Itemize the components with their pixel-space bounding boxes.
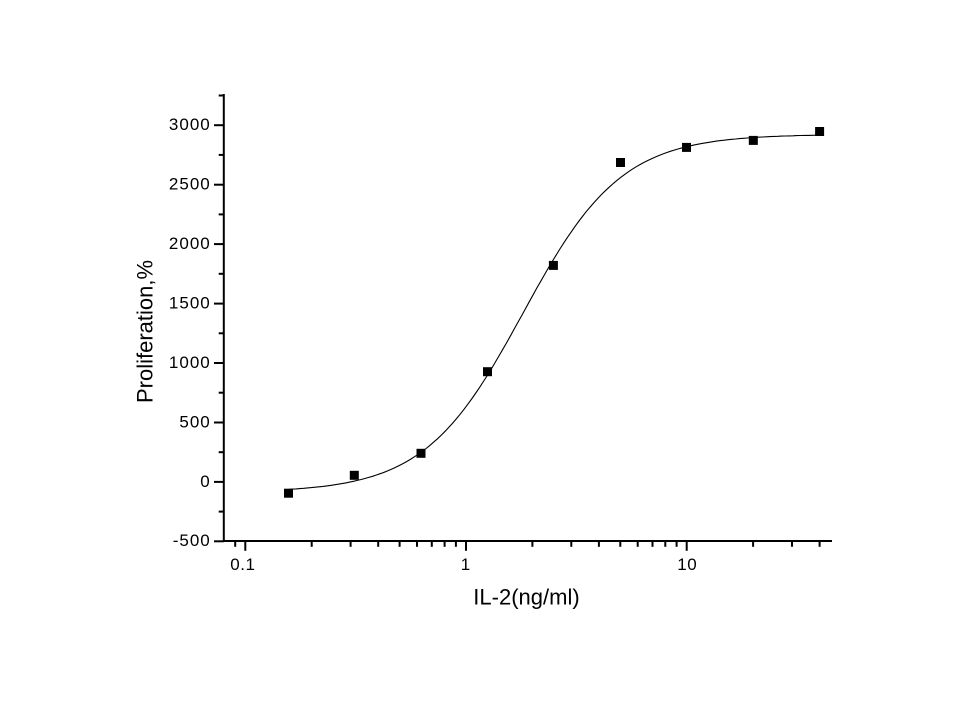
svg-text:2500: 2500 xyxy=(169,175,211,194)
svg-text:IL-2(ng/ml): IL-2(ng/ml) xyxy=(473,584,579,609)
svg-text:0: 0 xyxy=(200,472,210,491)
svg-text:0.1: 0.1 xyxy=(230,555,255,574)
svg-text:3000: 3000 xyxy=(169,115,211,134)
svg-text:2000: 2000 xyxy=(169,234,211,253)
svg-text:Proliferation,%: Proliferation,% xyxy=(133,260,158,403)
svg-text:1000: 1000 xyxy=(169,353,211,372)
svg-text:500: 500 xyxy=(179,412,210,431)
svg-text:1500: 1500 xyxy=(169,294,211,313)
svg-text:-500: -500 xyxy=(173,531,211,550)
svg-text:10: 10 xyxy=(677,555,697,574)
svg-text:1: 1 xyxy=(461,555,471,574)
